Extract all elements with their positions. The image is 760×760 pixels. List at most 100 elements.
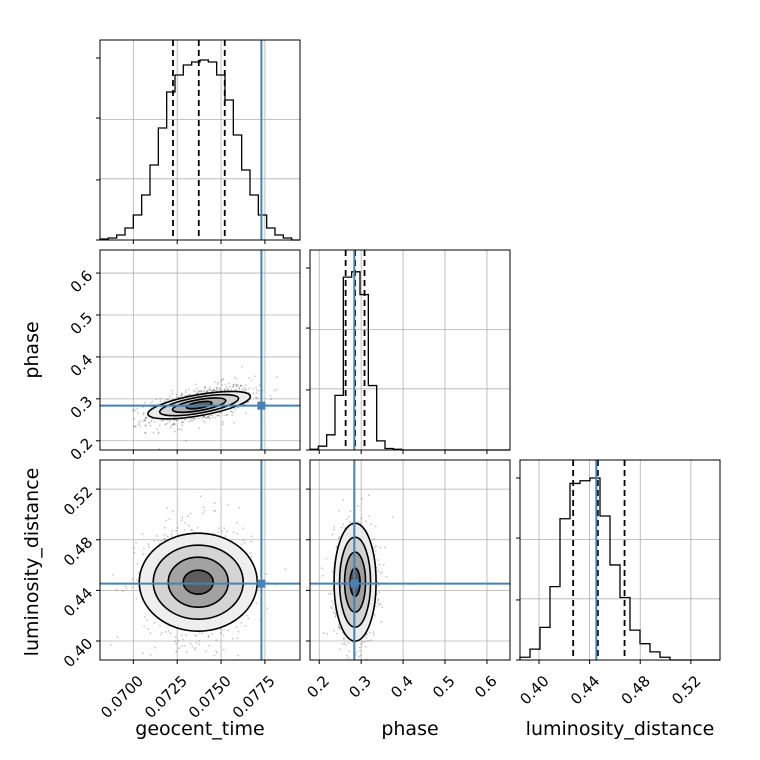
sample-point bbox=[156, 535, 159, 537]
sample-point bbox=[221, 378, 224, 381]
sample-point bbox=[342, 499, 345, 502]
sample-point bbox=[195, 383, 197, 386]
sample-point bbox=[266, 607, 269, 610]
sample-point bbox=[229, 410, 232, 413]
sample-point bbox=[258, 390, 260, 392]
sample-point bbox=[215, 650, 218, 652]
sample-point bbox=[149, 421, 152, 423]
sample-point bbox=[242, 539, 245, 542]
sample-point bbox=[244, 412, 247, 414]
sample-point bbox=[360, 642, 363, 645]
panel-background bbox=[520, 460, 720, 660]
sample-point bbox=[198, 640, 201, 642]
sample-point bbox=[383, 546, 386, 549]
truth-marker bbox=[350, 579, 359, 588]
sample-point bbox=[135, 579, 138, 582]
sample-point bbox=[152, 431, 155, 434]
sample-point bbox=[256, 397, 259, 399]
sample-point bbox=[180, 392, 183, 395]
sample-point bbox=[376, 602, 379, 604]
sample-point bbox=[143, 625, 146, 627]
sample-point bbox=[213, 389, 216, 392]
sample-point bbox=[160, 539, 163, 542]
sample-point bbox=[373, 538, 375, 540]
sample-point bbox=[227, 629, 230, 632]
sample-point bbox=[207, 635, 210, 638]
sample-point bbox=[164, 631, 167, 633]
sample-point bbox=[230, 388, 233, 391]
sample-point bbox=[137, 571, 140, 574]
sample-point bbox=[187, 515, 189, 518]
sample-point bbox=[250, 535, 253, 538]
sample-point bbox=[133, 552, 136, 554]
sample-point bbox=[204, 421, 206, 424]
scatter-panel-luminosity_distance-vs-geocent_time bbox=[96, 459, 301, 664]
sample-point bbox=[138, 421, 140, 423]
sample-point bbox=[225, 530, 228, 533]
sample-point bbox=[133, 417, 136, 420]
sample-point bbox=[177, 640, 180, 642]
sample-point bbox=[232, 385, 235, 388]
sample-point bbox=[181, 421, 184, 423]
sample-point bbox=[198, 632, 201, 635]
sample-point bbox=[358, 649, 361, 652]
sample-point bbox=[144, 424, 147, 427]
y-tick-label-luminosity_distance: 0.44 bbox=[60, 584, 96, 620]
sample-point bbox=[245, 388, 247, 390]
sample-point bbox=[181, 424, 184, 427]
scatter-panel-phase-vs-geocent_time bbox=[96, 249, 301, 454]
sample-point bbox=[171, 529, 174, 532]
sample-point bbox=[224, 384, 227, 386]
x-tick-label-phase: 0.5 bbox=[429, 672, 459, 702]
sample-point bbox=[144, 418, 147, 420]
sample-point bbox=[355, 651, 358, 653]
sample-point bbox=[374, 525, 377, 528]
sample-point bbox=[377, 570, 380, 573]
sample-point bbox=[238, 388, 241, 391]
sample-point bbox=[133, 425, 136, 428]
sample-point bbox=[372, 633, 375, 636]
sample-point bbox=[144, 424, 147, 427]
sample-point bbox=[248, 377, 251, 379]
sample-point bbox=[182, 638, 184, 641]
sample-point bbox=[338, 627, 341, 630]
sample-point bbox=[217, 414, 219, 417]
sample-point bbox=[249, 552, 252, 555]
sample-point bbox=[334, 614, 337, 617]
x-axis-label-phase: phase bbox=[381, 718, 438, 740]
sample-point bbox=[153, 646, 156, 649]
sample-point bbox=[185, 651, 188, 654]
sample-point bbox=[219, 389, 221, 392]
sample-point bbox=[207, 415, 210, 418]
sample-point bbox=[236, 406, 239, 409]
x-tick-label-phase: 0.4 bbox=[387, 672, 417, 702]
sample-point bbox=[270, 398, 273, 401]
x-tick-label-luminosity_distance: 0.40 bbox=[516, 672, 552, 708]
sample-point bbox=[169, 395, 171, 398]
sample-point bbox=[144, 431, 147, 434]
axis-labels: geocent_time phase luminosity_distancephas… bbox=[21, 321, 714, 740]
sample-point bbox=[170, 425, 173, 427]
sample-point bbox=[345, 518, 348, 521]
sample-point bbox=[359, 646, 361, 649]
sample-point bbox=[184, 391, 187, 394]
sample-point bbox=[165, 519, 167, 522]
x-tick-label-phase: 0.3 bbox=[345, 672, 375, 702]
sample-point bbox=[162, 419, 165, 422]
sample-point bbox=[177, 647, 180, 650]
sample-point bbox=[169, 427, 172, 429]
sample-point bbox=[223, 629, 225, 631]
x-tick-label-luminosity_distance: 0.44 bbox=[567, 672, 603, 708]
sample-point bbox=[169, 632, 172, 635]
sample-point bbox=[170, 535, 173, 537]
sample-point bbox=[142, 553, 145, 556]
sample-point bbox=[235, 388, 237, 391]
sample-point bbox=[215, 639, 218, 641]
sample-point bbox=[213, 509, 215, 512]
sample-point bbox=[218, 414, 220, 417]
sample-point bbox=[240, 366, 243, 368]
sample-point bbox=[176, 419, 179, 422]
sample-point bbox=[194, 647, 197, 649]
sample-point bbox=[222, 378, 225, 381]
sample-point bbox=[275, 376, 278, 378]
